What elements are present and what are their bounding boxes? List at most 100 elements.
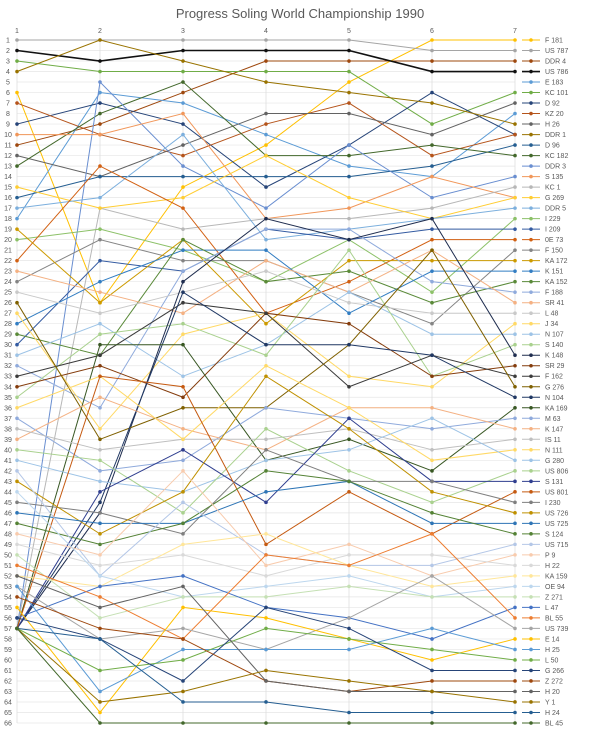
- data-point: [430, 38, 434, 42]
- data-point: [181, 269, 185, 273]
- data-point: [347, 143, 351, 147]
- data-point: [513, 185, 517, 189]
- data-point: [98, 574, 102, 578]
- data-point: [513, 710, 517, 715]
- data-point: [513, 595, 517, 599]
- data-point: [430, 490, 434, 494]
- series-kc-101: [15, 59, 517, 126]
- legend-label: SR 29: [545, 363, 565, 370]
- legend-point-marker: [529, 490, 533, 494]
- data-point: [513, 469, 517, 473]
- legend-item: KC 1: [522, 185, 561, 192]
- data-point: [347, 384, 351, 389]
- legend-item: Z 272: [522, 678, 563, 685]
- data-point: [264, 258, 268, 263]
- data-point: [430, 174, 434, 179]
- y-tick-label: 46: [4, 510, 12, 517]
- y-tick-label: 65: [4, 710, 12, 717]
- data-point: [430, 258, 434, 263]
- data-point: [15, 384, 19, 389]
- legend-point-marker: [529, 227, 533, 231]
- legend-label: Z 272: [545, 678, 563, 685]
- legend-item: G 276: [522, 384, 564, 391]
- legend-point-marker: [529, 195, 533, 200]
- data-point: [430, 195, 434, 200]
- legend-label: M 63: [545, 416, 561, 423]
- data-point: [15, 595, 19, 599]
- data-point: [264, 342, 268, 347]
- data-point: [15, 332, 19, 337]
- legend-item: N 111: [522, 447, 563, 454]
- data-point: [513, 300, 517, 305]
- data-point: [347, 710, 351, 715]
- y-tick-label: 11: [4, 143, 11, 150]
- data-point: [15, 553, 19, 557]
- data-point: [347, 101, 351, 105]
- legend-point-marker: [529, 101, 533, 105]
- legend-point-marker: [529, 384, 533, 389]
- legend-item: F 162: [522, 374, 563, 381]
- series-s-124: [15, 469, 517, 547]
- data-point: [98, 437, 102, 442]
- data-point: [430, 132, 434, 137]
- data-point: [513, 195, 517, 200]
- legend-item: 0E 73: [522, 237, 563, 244]
- x-axis-ticks: 1 2 3 4 5 6 7: [15, 28, 517, 35]
- legend-label: S 131: [545, 479, 563, 486]
- series-bl-45: [15, 626, 517, 725]
- data-point: [347, 437, 351, 442]
- data-point: [15, 563, 19, 568]
- data-point: [15, 101, 19, 105]
- data-point: [430, 689, 434, 694]
- legend-label: J 34: [545, 321, 558, 328]
- y-tick-label: 62: [4, 678, 12, 685]
- data-point: [513, 637, 517, 641]
- data-point: [264, 153, 268, 158]
- data-point: [513, 500, 517, 505]
- data-point: [264, 700, 268, 704]
- data-point: [347, 311, 351, 316]
- series-us-786: [15, 48, 517, 74]
- data-point: [98, 521, 102, 526]
- legend-point-marker: [529, 532, 533, 536]
- data-point: [347, 227, 351, 231]
- data-point: [181, 174, 185, 179]
- legend-label: US 739: [545, 626, 568, 633]
- data-point: [347, 111, 351, 116]
- data-point: [98, 721, 102, 725]
- data-point: [513, 321, 517, 326]
- y-tick-label: 35: [4, 395, 12, 402]
- legend-label: G 266: [545, 668, 564, 675]
- y-tick-label: 19: [4, 227, 12, 234]
- data-point: [98, 69, 102, 74]
- data-point: [264, 405, 268, 410]
- data-point: [513, 69, 517, 74]
- data-point: [347, 153, 351, 158]
- data-point: [430, 679, 434, 683]
- y-tick-label: 14: [4, 174, 12, 181]
- data-point: [430, 405, 434, 410]
- y-tick-label: 38: [4, 426, 12, 433]
- data-point: [181, 111, 185, 116]
- y-tick-label: 31: [4, 353, 12, 360]
- data-point: [15, 532, 19, 536]
- legend-label: US 726: [545, 510, 568, 517]
- data-point: [430, 290, 434, 294]
- series-l-50: [15, 626, 517, 673]
- data-point: [15, 479, 19, 484]
- legend-item: BL 45: [522, 721, 563, 728]
- legend-point-marker: [529, 111, 533, 116]
- legend-item: US 787: [522, 48, 568, 55]
- legend-label: I 209: [545, 227, 561, 234]
- data-point: [513, 458, 517, 463]
- legend-point-marker: [529, 448, 533, 452]
- y-tick-label: 16: [4, 195, 12, 202]
- data-point: [430, 248, 434, 252]
- legend-point-marker: [529, 511, 533, 515]
- data-point: [513, 689, 517, 694]
- legend-point-marker: [529, 311, 533, 316]
- legend-label: L 48: [545, 311, 558, 318]
- legend-point-marker: [529, 458, 533, 463]
- legend-item: US 806: [522, 468, 568, 475]
- data-point: [15, 363, 19, 368]
